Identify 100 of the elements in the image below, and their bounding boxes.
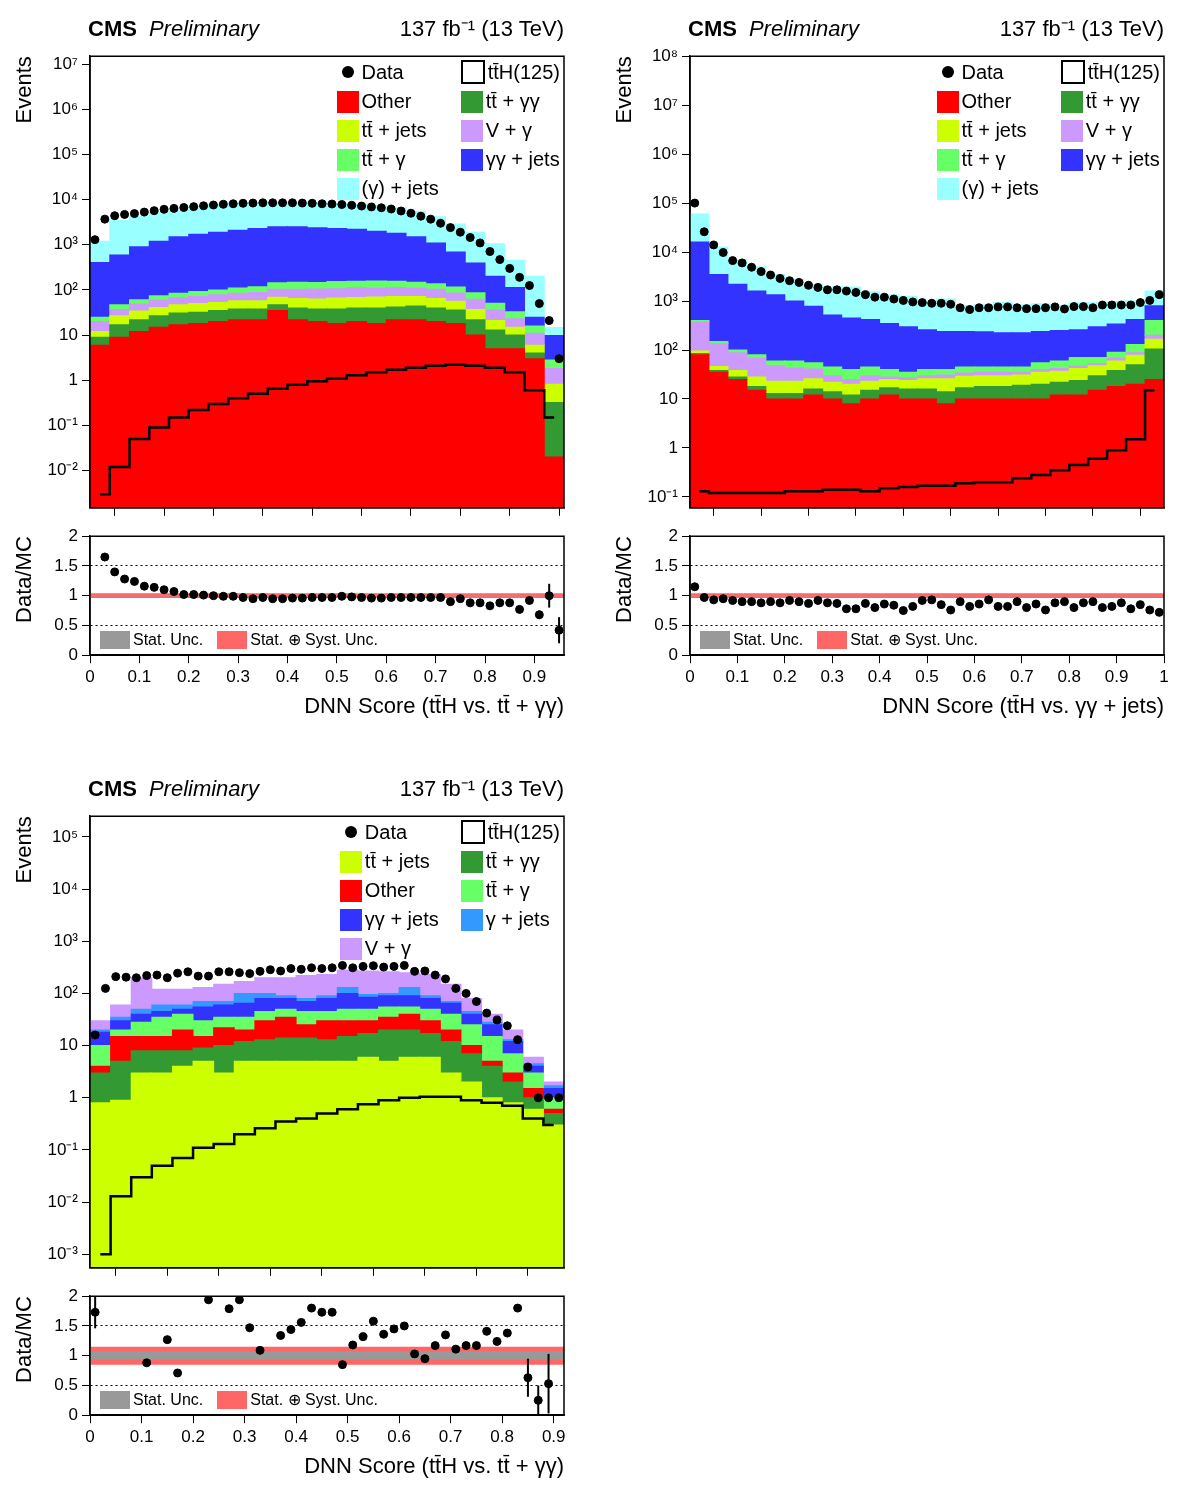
- legend-label: γ + jets: [485, 908, 550, 932]
- y-tick-label: 10: [59, 324, 78, 344]
- y-tick-label: 10²: [53, 279, 79, 299]
- y-tick-label: 10²: [653, 339, 679, 359]
- x-tick-label: 0.6: [962, 667, 987, 687]
- y-axis-title: Events: [611, 56, 637, 124]
- y-tick-label: 10⁵: [652, 192, 678, 212]
- y-tick-label: 0.5: [54, 1375, 78, 1395]
- y-tick-label: 1.5: [54, 555, 78, 575]
- y-tick-label: 0: [668, 644, 678, 664]
- legend-label: Stat. Unc.: [133, 1390, 204, 1409]
- x-tick-label: 0.6: [374, 667, 399, 687]
- x-tick-label: 0.7: [423, 667, 448, 687]
- y-tick-label: 1.5: [54, 1315, 78, 1335]
- y-tick-label: 10⁻¹: [47, 415, 79, 435]
- y-tick-label: 2: [68, 525, 78, 545]
- x-tick-label: 0.7: [1009, 667, 1034, 687]
- legend-label: tt̄ + γ: [361, 148, 406, 172]
- legend-label: V + γ: [485, 119, 532, 143]
- x-tick-label: 0.3: [232, 1427, 257, 1447]
- y-tick-label: 2: [668, 525, 678, 545]
- chart-title: CMS: [88, 16, 137, 41]
- legend-label: tt̄H(125): [487, 60, 560, 84]
- x-tick-label: 0.9: [541, 1427, 566, 1447]
- y-tick-label: 10³: [653, 290, 679, 310]
- legend-label: tt̄ + γγ: [1085, 90, 1140, 114]
- chart-subtitle: Preliminary: [748, 16, 859, 41]
- y-tick-label: 10²: [53, 983, 79, 1003]
- legend-label: (γ) + jets: [361, 177, 439, 201]
- y-axis-title: Data/MC: [11, 536, 37, 623]
- x-tick-label: 1: [1159, 667, 1169, 687]
- x-tick-label: 0.8: [1057, 667, 1082, 687]
- legend-label: tt̄ + jets: [961, 119, 1027, 143]
- y-tick-label: 10⁴: [651, 241, 678, 261]
- x-tick-label: 0: [85, 667, 95, 687]
- x-tick-label: 0.1: [725, 667, 750, 687]
- y-tick-label: 10⁴: [51, 189, 78, 209]
- y-tick-label: 10⁻¹: [47, 1139, 79, 1159]
- legend-label: tt̄ + γγ: [485, 90, 540, 114]
- y-tick-label: 0: [68, 1404, 78, 1424]
- y-tick-label: 10⁴: [51, 878, 78, 898]
- legend-label: Other: [364, 879, 415, 903]
- chart-title: CMS: [688, 16, 737, 41]
- y-tick-label: 10⁷: [652, 94, 678, 114]
- y-axis-title: Events: [11, 816, 37, 884]
- y-tick-label: 10⁶: [652, 143, 678, 163]
- legend-label: Stat. Unc.: [133, 630, 204, 649]
- y-tick-label: 10: [59, 1035, 78, 1055]
- legend-label: (γ) + jets: [961, 177, 1039, 201]
- y-tick-label: 10⁷: [52, 53, 78, 73]
- legend-label: Stat. ⊕ Syst. Unc.: [250, 630, 378, 650]
- legend-label: tt̄H(125): [1087, 60, 1160, 84]
- x-tick-label: 0.6: [387, 1427, 411, 1447]
- x-axis-title: DNN Score (tt̄H vs. γγ + jets): [882, 692, 1164, 718]
- x-tick-label: 0.2: [176, 667, 201, 687]
- y-axis-title: Data/MC: [611, 536, 637, 623]
- y-tick-label: 10⁵: [52, 826, 78, 846]
- y-tick-label: 10⁻²: [47, 1191, 79, 1211]
- y-tick-label: 10³: [53, 234, 79, 254]
- legend-label: tt̄ + jets: [364, 850, 430, 874]
- x-tick-label: 0.7: [438, 1427, 463, 1447]
- y-tick-label: 0.5: [54, 615, 78, 635]
- x-tick-label: 0.5: [325, 667, 349, 687]
- legend-label: tt̄ + γ: [961, 148, 1006, 172]
- y-tick-label: 2: [68, 1285, 78, 1305]
- y-tick-label: 10⁵: [52, 144, 78, 164]
- legend-label: γγ + jets: [1085, 148, 1160, 172]
- y-tick-label: 10⁻²: [47, 460, 79, 480]
- legend-label: Stat. ⊕ Syst. Unc.: [250, 1390, 378, 1410]
- text: 137 fb⁻¹ (13 TeV): [999, 16, 1164, 41]
- x-tick-label: 0.3: [820, 667, 845, 687]
- x-tick-label: 0.9: [1104, 667, 1129, 687]
- legend-label: tt̄ + jets: [361, 119, 427, 143]
- x-tick-label: 0.1: [127, 667, 152, 687]
- x-axis-title: DNN Score (tt̄H vs. tt̄ + γγ): [304, 692, 564, 718]
- y-tick-label: 10⁻¹: [647, 486, 679, 506]
- legend-label: Stat. ⊕ Syst. Unc.: [850, 630, 978, 650]
- y-tick-label: 10⁸: [651, 45, 678, 65]
- y-tick-label: 10⁶: [52, 99, 78, 118]
- x-tick-label: 0.1: [129, 1427, 154, 1447]
- text: 137 fb⁻¹ (13 TeV): [399, 16, 564, 41]
- chart-subtitle: Preliminary: [148, 776, 259, 801]
- x-tick-label: 0: [85, 1427, 95, 1447]
- legend-label: γγ + jets: [364, 908, 439, 932]
- x-tick-label: 0.5: [335, 1427, 360, 1447]
- y-axis-title: Events: [11, 56, 37, 124]
- legend-label: Data: [361, 60, 404, 84]
- text: 137 fb⁻¹ (13 TeV): [399, 776, 564, 801]
- x-tick-label: 0.2: [181, 1427, 205, 1447]
- y-tick-label: 10³: [53, 930, 79, 950]
- legend-label: Other: [361, 90, 412, 114]
- legend-label: Data: [364, 820, 408, 844]
- legend-label: Stat. Unc.: [733, 630, 804, 649]
- y-tick-label: 1.5: [654, 555, 678, 575]
- legend-label: tt̄H(125): [487, 820, 560, 844]
- legend-label: Data: [961, 60, 1004, 84]
- legend-label: Other: [961, 90, 1012, 114]
- x-tick-label: 0.8: [473, 667, 497, 687]
- x-axis-title: DNN Score (tt̄H vs. tt̄ + γγ): [304, 1452, 564, 1478]
- y-tick-label: 10: [659, 388, 678, 408]
